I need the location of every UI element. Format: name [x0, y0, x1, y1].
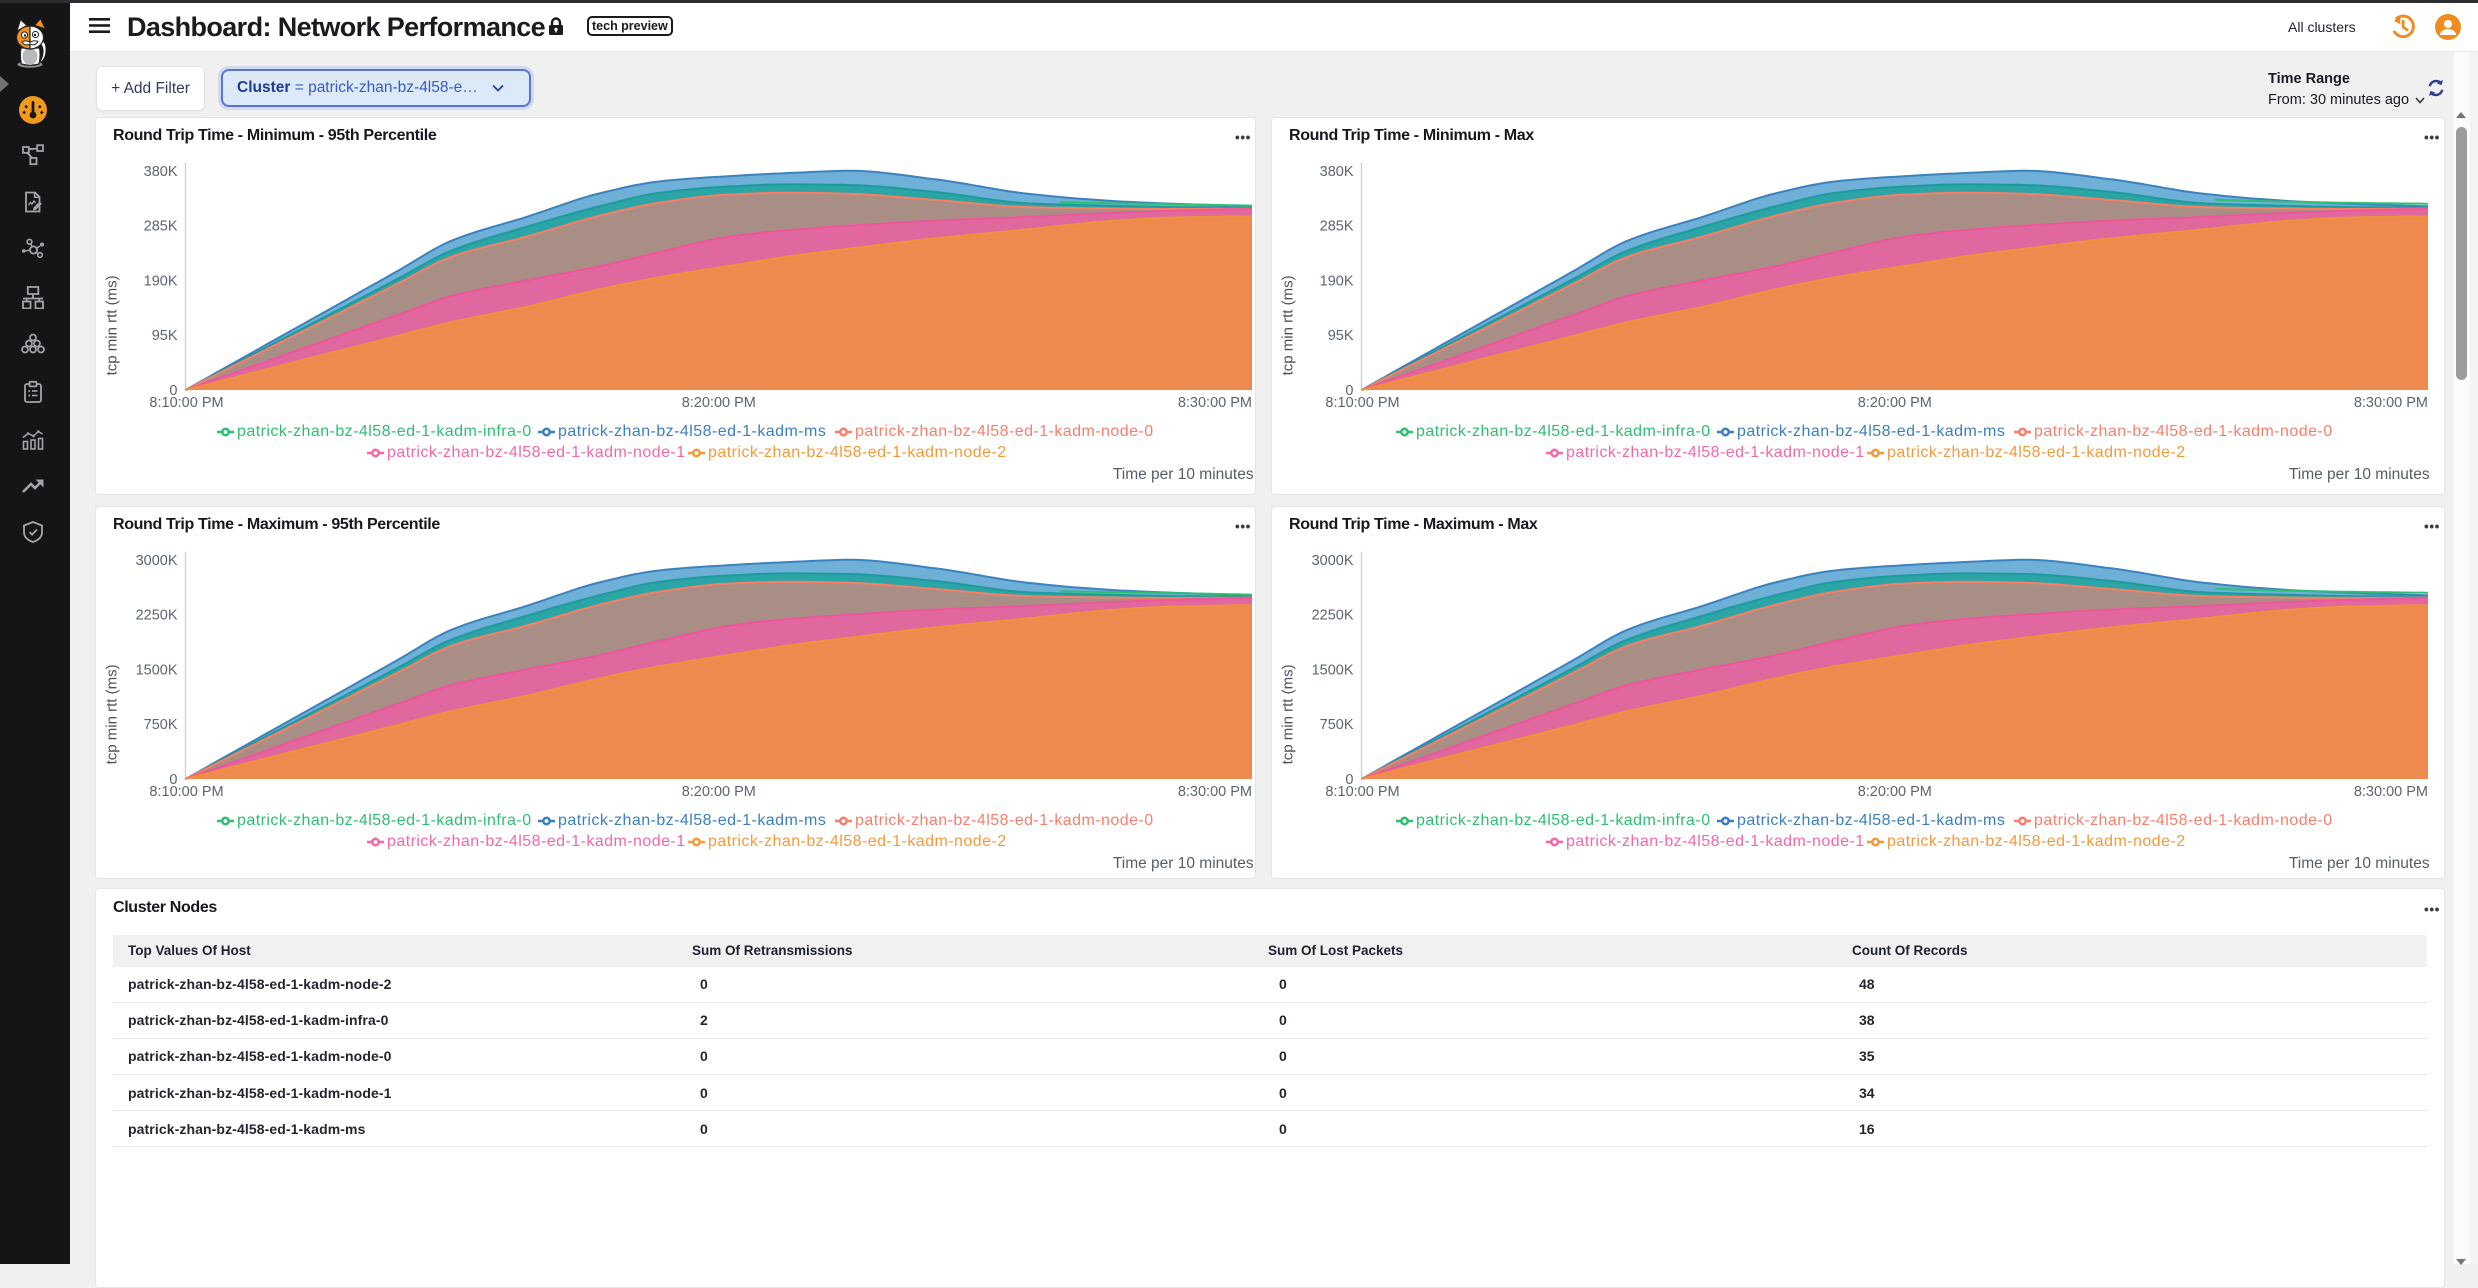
svg-text:2250K: 2250K	[1312, 608, 1354, 624]
svg-text:190K: 190K	[1320, 273, 1354, 289]
svg-text:8:10:00 PM: 8:10:00 PM	[149, 395, 223, 411]
svg-text:380K: 380K	[144, 164, 178, 180]
svg-text:8:30:00 PM: 8:30:00 PM	[2354, 395, 2428, 411]
svg-text:380K: 380K	[1320, 164, 1354, 180]
svg-text:8:10:00 PM: 8:10:00 PM	[1325, 784, 1399, 800]
svg-text:3000K: 3000K	[1312, 553, 1354, 569]
svg-text:285K: 285K	[1320, 219, 1354, 235]
svg-text:2250K: 2250K	[136, 608, 178, 624]
svg-text:0: 0	[169, 772, 177, 788]
svg-text:95K: 95K	[1328, 328, 1354, 344]
svg-text:8:20:00 PM: 8:20:00 PM	[1858, 395, 1932, 411]
svg-text:8:10:00 PM: 8:10:00 PM	[1325, 395, 1399, 411]
svg-text:tcp min rtt (ms): tcp min rtt (ms)	[1280, 275, 1297, 375]
svg-text:8:30:00 PM: 8:30:00 PM	[1178, 395, 1252, 411]
svg-text:1500K: 1500K	[136, 662, 178, 678]
svg-text:8:20:00 PM: 8:20:00 PM	[682, 395, 756, 411]
svg-text:190K: 190K	[144, 273, 178, 289]
svg-text:tcp min rtt (ms): tcp min rtt (ms)	[104, 275, 121, 375]
svg-text:0: 0	[169, 383, 177, 399]
svg-text:8:30:00 PM: 8:30:00 PM	[1178, 784, 1252, 800]
svg-text:1500K: 1500K	[1312, 662, 1354, 678]
svg-text:750K: 750K	[1320, 717, 1354, 733]
svg-text:95K: 95K	[152, 328, 178, 344]
svg-text:8:20:00 PM: 8:20:00 PM	[682, 784, 756, 800]
svg-text:8:20:00 PM: 8:20:00 PM	[1858, 784, 1932, 800]
svg-text:750K: 750K	[144, 717, 178, 733]
svg-text:tcp min rtt (ms): tcp min rtt (ms)	[104, 664, 121, 764]
svg-text:8:30:00 PM: 8:30:00 PM	[2354, 784, 2428, 800]
svg-text:8:10:00 PM: 8:10:00 PM	[149, 784, 223, 800]
svg-text:285K: 285K	[144, 219, 178, 235]
svg-text:tcp min rtt (ms): tcp min rtt (ms)	[1280, 664, 1297, 764]
svg-text:0: 0	[1345, 772, 1353, 788]
svg-text:3000K: 3000K	[136, 553, 178, 569]
svg-text:0: 0	[1345, 383, 1353, 399]
